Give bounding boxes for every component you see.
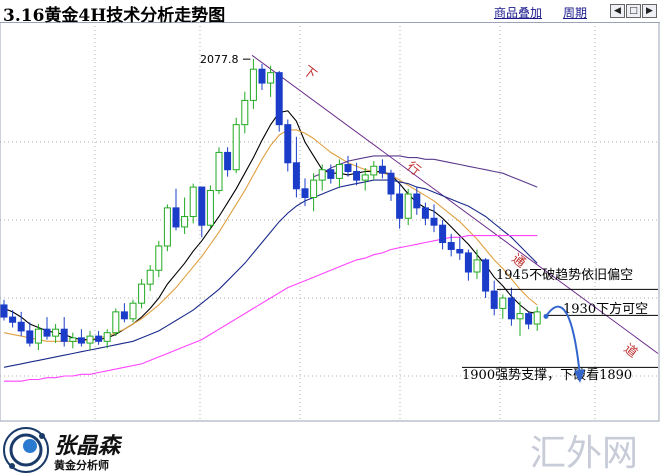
- candle-body: [275, 72, 283, 126]
- candle-body: [69, 337, 77, 342]
- candle-body: [146, 269, 154, 285]
- brand-name: 张晶森: [54, 433, 121, 459]
- candle-body: [292, 162, 300, 190]
- candle-body: [499, 297, 507, 309]
- candle-body: [155, 245, 163, 271]
- brand-block: 张晶森 黄金分析师: [2, 424, 152, 474]
- candle-body: [378, 165, 386, 174]
- trend-text: 道: [621, 341, 640, 361]
- candle-body: [34, 328, 42, 344]
- ma-line-2: [3, 129, 538, 342]
- candle-body: [129, 302, 137, 320]
- candle-body: [241, 99, 249, 126]
- candle-body: [9, 316, 17, 323]
- candle-body: [396, 193, 404, 219]
- title-bar: 3.16黄金4H技术分析走势图 商品叠加 周期 ◀ □ ▶: [0, 0, 660, 26]
- projection-arrowhead: [574, 369, 585, 383]
- candle-body: [77, 337, 85, 344]
- candle-body: [464, 252, 472, 273]
- candle-body: [301, 188, 309, 198]
- candle-body: [327, 169, 335, 179]
- candle-body: [335, 164, 343, 179]
- candle-body: [353, 170, 361, 181]
- candle-body: [318, 169, 326, 181]
- candle-body: [0, 304, 8, 318]
- candle-body: [26, 330, 34, 344]
- candle-body: [413, 193, 421, 209]
- candle-body: [60, 328, 68, 342]
- candle-body: [215, 151, 223, 192]
- candle-body: [490, 290, 498, 309]
- candle-body: [525, 313, 533, 325]
- candle-body: [370, 165, 378, 176]
- candle-body: [430, 217, 438, 226]
- candle-body: [138, 283, 146, 304]
- candle-body: [189, 186, 197, 218]
- candle-body: [258, 68, 266, 84]
- period-button[interactable]: 周期: [563, 6, 588, 20]
- window-icon[interactable]: □: [626, 4, 641, 18]
- candle-body: [17, 321, 25, 332]
- annotation-text: 1945不破趋势依旧偏空: [496, 267, 633, 283]
- candle-body: [473, 259, 481, 273]
- brand-logo-icon: [3, 427, 49, 473]
- annotation-text: 1930下方可空: [563, 301, 648, 317]
- candle-body: [284, 124, 292, 164]
- candle-body: [310, 179, 318, 198]
- candle-body: [507, 297, 515, 320]
- annotation-text: 1900强势支撑，下破看1890: [462, 367, 632, 383]
- arrow-right-icon[interactable]: ▶: [642, 4, 657, 18]
- candle-body: [533, 311, 541, 325]
- candle-body: [103, 332, 111, 342]
- arrow-left-icon[interactable]: ◀: [610, 4, 625, 18]
- projection-start: [543, 313, 549, 319]
- candle-body: [516, 313, 524, 320]
- candle-body: [387, 172, 395, 195]
- ma-line-5: [4, 235, 538, 382]
- candle-body: [267, 72, 275, 84]
- candle-body: [404, 193, 412, 219]
- ma-line-4: [313, 155, 538, 188]
- candle-body: [95, 335, 103, 342]
- max-price-label: 2077.8: [200, 53, 239, 66]
- candle-body: [163, 207, 171, 247]
- candle-body: [43, 328, 51, 337]
- overlay-button[interactable]: 商品叠加: [494, 6, 543, 20]
- candle-body: [198, 186, 206, 226]
- candlestick-chart: 2077.8下行通道1945不破趋势依旧偏空1930下方可空1900强势支撑，下…: [0, 22, 660, 422]
- candle-body: [439, 224, 447, 244]
- candle-body: [421, 207, 429, 219]
- chart-title: 3.16黄金4H技术分析走势图: [3, 6, 226, 26]
- candle-body: [232, 124, 240, 171]
- candle-body: [249, 68, 257, 101]
- candle-body: [52, 328, 60, 337]
- candle-body: [181, 216, 189, 228]
- candle-body: [206, 190, 214, 226]
- plot-frame: [0, 22, 660, 422]
- candle-body: [361, 174, 369, 181]
- brand-subtitle: 黄金分析师: [54, 459, 109, 472]
- trend-text: 行: [404, 159, 423, 179]
- trend-text: 下: [300, 63, 319, 83]
- candle-body: [86, 335, 94, 344]
- candle-body: [482, 259, 490, 292]
- candle-body: [456, 248, 464, 254]
- trend-line: [251, 54, 659, 354]
- candle-body: [112, 311, 120, 334]
- candle-body: [224, 151, 232, 171]
- candle-body: [344, 164, 352, 172]
- ma-line-3: [3, 179, 538, 368]
- projection-arrow: [545, 305, 581, 377]
- candle-body: [120, 311, 128, 320]
- watermark: 汇外网: [530, 433, 639, 474]
- candle-body: [172, 207, 180, 228]
- candle-body: [447, 242, 455, 250]
